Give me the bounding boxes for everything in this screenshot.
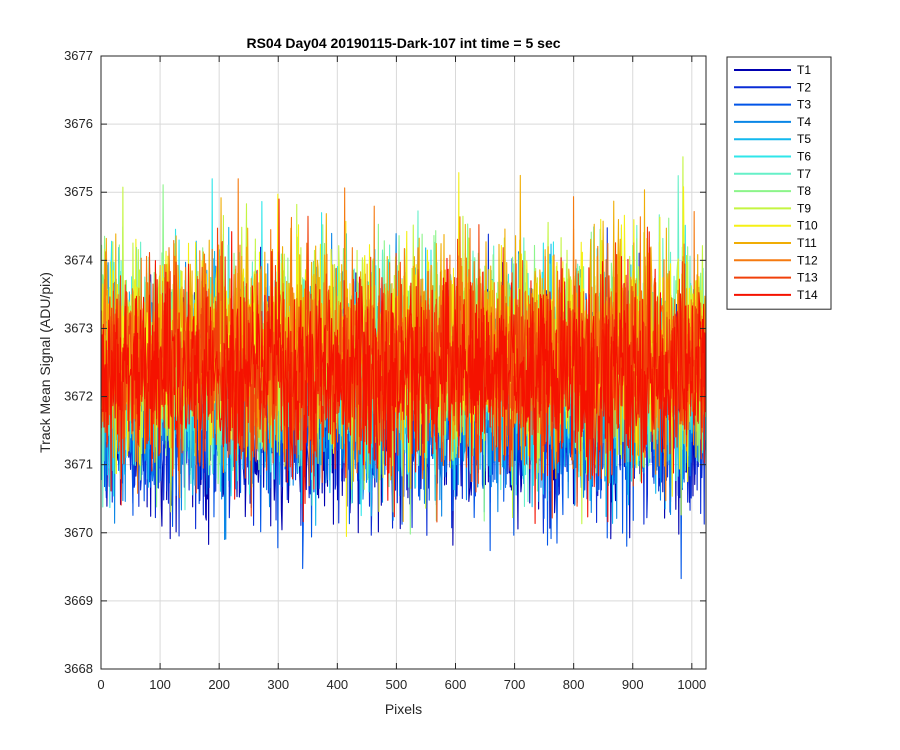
y-tick-label: 3677	[64, 48, 93, 63]
x-tick-label: 400	[326, 677, 348, 692]
legend-label-t5: T5	[797, 132, 811, 146]
legend-label-t6: T6	[797, 150, 811, 164]
x-tick-label: 800	[563, 677, 585, 692]
y-tick-label: 3668	[64, 661, 93, 676]
x-tick-label: 500	[386, 677, 408, 692]
y-tick-label: 3676	[64, 116, 93, 131]
legend-box	[726, 56, 832, 310]
y-tick-label: 3673	[64, 320, 93, 335]
plot-area	[101, 156, 706, 580]
y-tick-label: 3670	[64, 525, 93, 540]
x-tick-label: 200	[208, 677, 230, 692]
legend-label-t14: T14	[797, 288, 818, 302]
x-tick-label: 0	[97, 677, 104, 692]
x-tick-label: 700	[504, 677, 526, 692]
legend-label-t12: T12	[797, 253, 818, 267]
legend-label-t4: T4	[797, 115, 811, 129]
legend-label-t11: T11	[797, 236, 817, 250]
y-tick-label: 3672	[64, 389, 93, 404]
x-tick-label: 100	[149, 677, 171, 692]
legend: T1 T2 T3 T4 T5 T6 T7 T8 T9 T10 T11 T12 T13 T14	[726, 56, 832, 310]
x-tick-label: 1000	[677, 677, 706, 692]
y-axis: 3668 3669 3670 3671 3672 3673 3674 3675 3676 3677	[64, 48, 706, 676]
axes-box	[100, 55, 707, 670]
y-tick-label: 3675	[64, 184, 93, 199]
chart-title: RS04 Day04 20190115-Dark-107 int time = …	[246, 35, 560, 51]
x-axis-label: Pixels	[385, 701, 422, 717]
legend-label-t10: T10	[797, 219, 818, 233]
x-tick-label: 900	[622, 677, 644, 692]
y-axis-label: Track Mean Signal (ADU/pix)	[37, 272, 53, 453]
x-tick-label: 300	[267, 677, 289, 692]
x-axis: 0 100 200 300 400 500 600 700 800 900 1000	[97, 56, 706, 692]
legend-label-t1: T1	[797, 63, 811, 77]
legend-label-t13: T13	[797, 271, 818, 285]
y-tick-label: 3671	[64, 457, 93, 472]
y-tick-label: 3669	[64, 593, 93, 608]
y-tick-label: 3674	[64, 252, 93, 267]
legend-label-t7: T7	[797, 167, 811, 181]
series-line-t14	[101, 198, 706, 525]
legend-label-t9: T9	[797, 201, 811, 215]
legend-label-t3: T3	[797, 98, 811, 112]
legend-label-t2: T2	[797, 80, 811, 94]
x-tick-label: 600	[445, 677, 467, 692]
legend-label-t8: T8	[797, 184, 811, 198]
